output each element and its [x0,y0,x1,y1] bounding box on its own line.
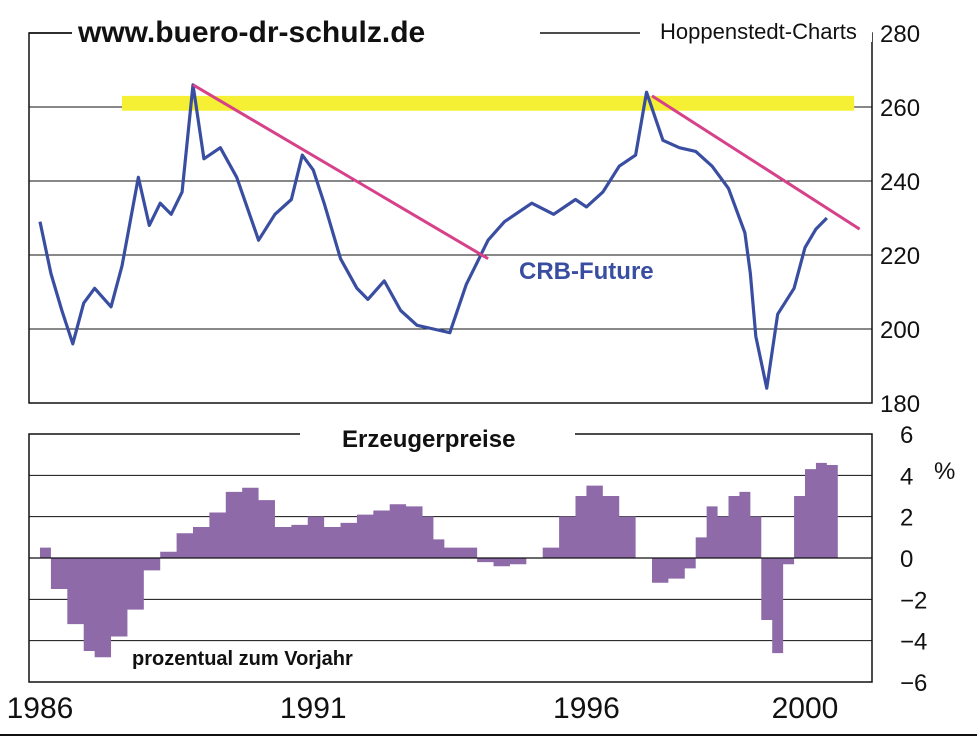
crb-panel: www.buero-dr-schulz.de Hoppenstedt-Chart… [28,16,920,418]
ppi-y-tick: −2 [900,587,927,614]
erzeugerpreise-title: Erzeugerpreise [342,426,515,453]
ppi-y-tick: −6 [900,670,927,697]
crb-y-tick: 260 [880,95,920,122]
header-mask [72,24,872,42]
x-tick: 1996 [553,692,620,725]
trendline [651,94,861,231]
x-tick: 1991 [280,692,347,725]
crb-future-line [38,83,828,390]
crb-y-tick: 220 [880,243,920,270]
crb-y-tick: 240 [880,169,920,196]
percent-unit: % [934,458,955,485]
ppi-y-tick: 2 [900,505,913,532]
crb-y-tick-labels: 280 260 240 220 200 180 [880,21,920,418]
ppi-panel: Erzeugerpreise prozentual zum Vorjahr % … [7,422,956,725]
crb-future-label: CRB-Future [519,258,654,285]
x-tick: 2000 [772,692,839,725]
trendlines [192,83,861,260]
x-tick-labels: 1986 1991 1996 2000 [7,692,839,725]
ppi-y-tick: 6 [900,422,913,449]
ppi-y-tick-labels: 6 4 2 0 −2 −4 −6 [900,422,927,697]
ppi-y-tick: 4 [900,463,913,490]
crb-y-tick: 200 [880,317,920,344]
ppi-y-tick: −4 [900,629,927,656]
crb-y-tick: 280 [880,21,920,48]
website-title: www.buero-dr-schulz.de [77,16,425,49]
ppi-y-tick: 0 [900,546,913,573]
ppi-gridlines [29,474,872,642]
erzeugerpreise-area [40,462,838,658]
prozentual-label: prozentual zum Vorjahr [132,648,353,670]
source-label: Hoppenstedt-Charts [660,19,857,44]
x-tick: 1986 [7,692,74,725]
crb-y-tick: 180 [880,391,920,418]
ppi-title-mask [300,424,575,444]
trendline [192,83,489,260]
